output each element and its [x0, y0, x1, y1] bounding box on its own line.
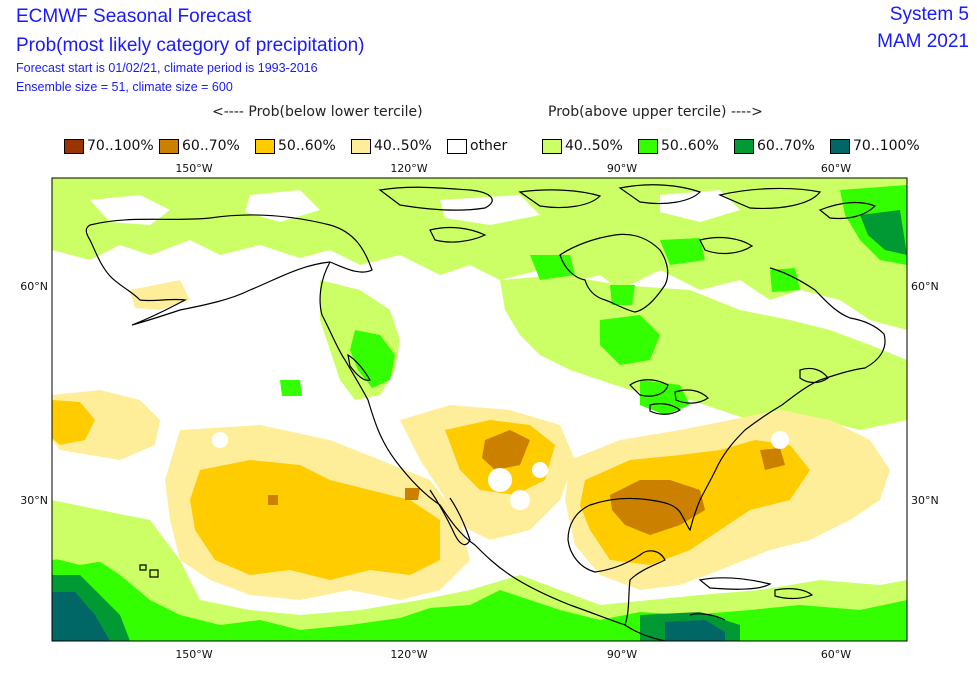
legend-label: 40..50%: [374, 138, 432, 154]
legend-label: 50..60%: [278, 138, 336, 154]
lon-tick-bottom: 60°W: [821, 648, 851, 661]
legend-item-below-40-50: 40..50%: [351, 138, 447, 154]
lon-tick-bottom: 150°W: [175, 648, 212, 661]
legend-label: 60..70%: [757, 138, 815, 154]
legend-swatch: [638, 138, 658, 154]
map-frame: [51, 177, 908, 642]
ensemble-size-info: Ensemble size = 51, climate size = 600: [16, 80, 233, 94]
legend-label: 50..60%: [661, 138, 719, 154]
coastline-arctic-islands: [378, 184, 877, 255]
region-other: [771, 431, 789, 449]
region-above-50-60: [280, 380, 302, 396]
lat-tick-right: 30°N: [911, 494, 939, 507]
region-below-50-60: [190, 460, 440, 580]
legend: 70..100% 60..70% 50..60% 40..50% other 4…: [64, 136, 920, 156]
legend-label: other: [470, 138, 508, 154]
region-below-60-70: [760, 448, 785, 470]
region-above-50-60: [530, 255, 575, 280]
below-tercile-heading: <---- Prob(below lower tercile): [212, 104, 423, 120]
legend-label: 70..100%: [853, 138, 920, 154]
coastline-alaska: [85, 214, 373, 326]
coastline-central-america: [624, 613, 726, 641]
legend-swatch: [447, 138, 467, 154]
coastline-baja-california: [429, 489, 471, 546]
legend-swatch: [734, 138, 754, 154]
region-above-60-70: [860, 210, 907, 255]
forecast-subtitle: Prob(most likely category of precipitati…: [16, 35, 365, 56]
coastline-hispaniola: [774, 588, 814, 600]
coastline-hawaii: [139, 564, 159, 578]
region-other: [510, 490, 530, 510]
legend-item-above-70-100: 70..100%: [830, 138, 920, 154]
region-above-50-60: [660, 238, 705, 265]
coastline-cuba: [698, 577, 772, 590]
legend-swatch: [351, 138, 371, 154]
region-other: [488, 468, 512, 492]
coastline-vancouver-island: [347, 353, 371, 381]
region-above-50-60: [770, 268, 800, 292]
legend-label: 70..100%: [87, 138, 154, 154]
season-label: MAM 2021: [877, 31, 969, 52]
legend-item-above-40-50: 40..50%: [542, 138, 638, 154]
coastline-gulf-of-st-lawrence: [799, 367, 829, 384]
legend-item-other: other: [447, 138, 542, 154]
lon-tick-bottom: 90°W: [607, 648, 637, 661]
legend-item-above-50-60: 50..60%: [638, 138, 734, 154]
coastline-gulf-of-mexico: [567, 404, 783, 626]
region-above-40-50: [500, 275, 907, 430]
coastline-east-coast: [769, 267, 886, 406]
region-below-60-70: [482, 430, 530, 470]
lat-tick-right: 60°N: [911, 280, 939, 293]
region-above-50-60: [610, 285, 635, 305]
region-below-60-70: [610, 480, 705, 535]
region-other: [90, 190, 740, 225]
forecast-start-info: Forecast start is 01/02/21, climate peri…: [16, 61, 318, 75]
region-other: [212, 432, 228, 448]
lon-tick-bottom: 120°W: [390, 648, 427, 661]
region-above-50-60: [600, 315, 660, 365]
legend-item-above-60-70: 60..70%: [734, 138, 830, 154]
region-above-40-50: [52, 520, 110, 565]
region-other: [532, 462, 548, 478]
lon-tick-top: 150°W: [175, 162, 212, 175]
legend-swatch: [830, 138, 850, 154]
lon-tick-top: 60°W: [821, 162, 851, 175]
coastline-hudson-bay: [559, 233, 669, 313]
region-above-40-50: [52, 500, 907, 641]
above-tercile-heading: Prob(above upper tercile) ---->: [548, 104, 763, 120]
legend-swatch: [64, 138, 84, 154]
legend-item-below-50-60: 50..60%: [255, 138, 351, 154]
region-above-70-100: [52, 592, 110, 641]
lon-tick-top: 120°W: [390, 162, 427, 175]
lat-tick-left: 30°N: [20, 494, 48, 507]
coastline-north-america-west: [319, 261, 626, 626]
legend-swatch: [159, 138, 179, 154]
coastlines: [85, 184, 886, 641]
legend-item-below-60-70: 60..70%: [159, 138, 255, 154]
legend-label: 40..50%: [565, 138, 623, 154]
lat-tick-left: 60°N: [20, 280, 48, 293]
legend-swatch: [542, 138, 562, 154]
region-below-50-60: [52, 400, 95, 445]
region-below-40-50: [130, 280, 190, 310]
legend-label: 60..70%: [182, 138, 240, 154]
legend-item-below-70-100: 70..100%: [64, 138, 159, 154]
forecast-title: ECMWF Seasonal Forecast: [16, 6, 252, 27]
region-above-70-100: [665, 620, 725, 641]
region-above-50-60: [350, 330, 395, 388]
probability-field: [52, 178, 907, 641]
lon-tick-top: 90°W: [607, 162, 637, 175]
legend-swatch: [255, 138, 275, 154]
system-label: System 5: [889, 4, 969, 25]
region-above-50-60: [640, 380, 690, 415]
coastline-great-lakes: [629, 379, 709, 415]
